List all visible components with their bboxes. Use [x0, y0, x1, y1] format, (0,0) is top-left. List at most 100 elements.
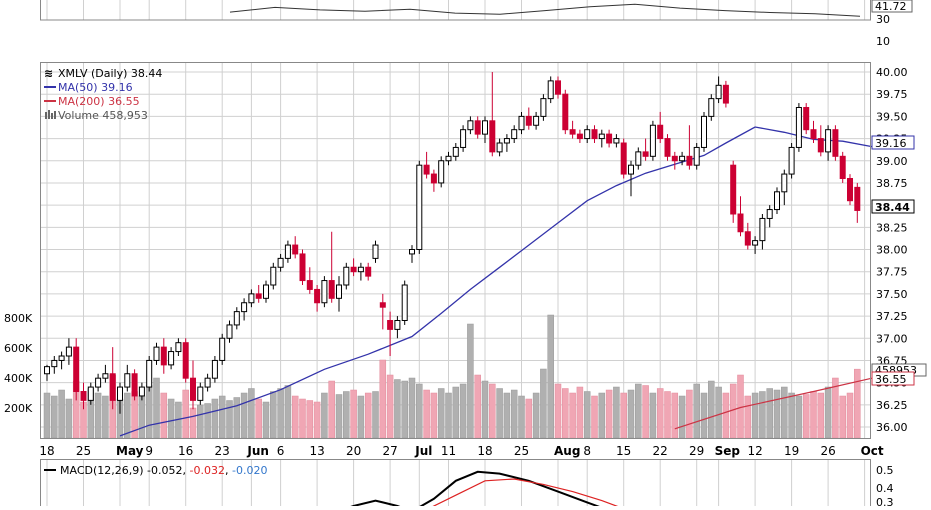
candle [357, 262, 364, 281]
candle-body [211, 359, 218, 379]
candle [438, 156, 445, 188]
candle-body [693, 146, 700, 166]
candle [248, 289, 255, 308]
candle-body [175, 342, 182, 353]
candle-body [562, 93, 569, 131]
candle-body [65, 346, 72, 357]
volume-bar [255, 398, 262, 439]
candle [591, 125, 598, 143]
candle-body [803, 107, 810, 131]
candle-body [708, 98, 715, 117]
candle [372, 240, 379, 263]
candle-body [540, 98, 547, 117]
candle-body [774, 191, 780, 211]
candle [175, 338, 182, 356]
candle [306, 267, 313, 294]
volume-bar [313, 401, 321, 439]
candle-body [153, 346, 160, 361]
candle [95, 373, 102, 392]
candle [810, 120, 817, 143]
volume-bar [291, 395, 299, 439]
candle-body [343, 266, 350, 286]
volume-bar [328, 380, 335, 439]
ma200-value-badge-text: 36.55 [875, 373, 907, 386]
candle-body [686, 155, 693, 166]
candle-body [628, 164, 634, 175]
volume-bar [591, 395, 598, 439]
candle [233, 307, 240, 330]
volume-bar [715, 386, 722, 439]
volume-bar [562, 388, 569, 439]
volume-bar [452, 386, 460, 439]
volume-bar [240, 392, 248, 439]
volume-ytick-label: 400K [4, 372, 33, 385]
candle-body [168, 351, 175, 366]
volume-bar [350, 389, 357, 439]
volume-bar [627, 389, 635, 439]
candle [635, 147, 642, 170]
volume-bar [437, 388, 445, 439]
volume-bar [503, 392, 511, 439]
candle-body [124, 373, 131, 388]
x-axis-label: 20 [346, 444, 361, 458]
x-axis-label: 6 [277, 444, 285, 458]
ma50-value-badge [871, 135, 915, 150]
volume-bar [656, 388, 664, 439]
candle [321, 276, 328, 308]
candle-body [598, 133, 605, 140]
candle-body [394, 320, 401, 330]
volume-bar [357, 395, 365, 439]
x-axis-label: 25 [514, 444, 529, 458]
candle-body [146, 359, 153, 388]
ma50-line [119, 126, 873, 437]
volume-bar [65, 398, 73, 439]
candle [299, 249, 306, 285]
candle [409, 245, 415, 263]
candle-body [58, 355, 65, 361]
volume-bar [613, 386, 620, 439]
candle [102, 364, 109, 383]
volume-bar [306, 400, 314, 439]
candle-body [438, 160, 445, 184]
candle-body [576, 133, 583, 140]
candle [44, 364, 50, 381]
candle [671, 151, 678, 170]
candle-body [474, 120, 481, 135]
candle [160, 338, 167, 374]
volume-bar [489, 383, 496, 439]
candle-body [95, 377, 102, 388]
volume-bar [569, 392, 576, 439]
candle-body [649, 124, 656, 157]
volume-ytick-label: 600K [4, 342, 33, 355]
volume-bar [160, 392, 168, 439]
macd-panel: MACD(12,26,9) -0.052, -0.032, -0.020 0.5… [40, 459, 894, 510]
candle [730, 160, 737, 223]
candle-body [825, 129, 832, 153]
volume-bar [854, 368, 861, 439]
price-ytick-label: 39.50 [876, 110, 908, 123]
candle [664, 134, 671, 161]
candle-body [416, 164, 423, 250]
rsi-value-badge [871, 0, 913, 13]
macd-line [338, 470, 611, 510]
volume-ytick-label: 800K [4, 312, 33, 325]
x-axis-label: 19 [784, 444, 799, 458]
last-price-badge-text: 38.44 [875, 201, 910, 214]
rsi-value-badge-text: 41.72 [875, 0, 907, 13]
candle-body [839, 155, 846, 179]
volume-bar [605, 389, 613, 439]
volume-bar [642, 385, 649, 439]
candle [759, 214, 766, 250]
volume-bar [343, 391, 350, 439]
price-ytick-label: 36.00 [876, 421, 908, 434]
x-axis-label: 23 [215, 444, 230, 458]
volume-bar [481, 380, 489, 439]
candle-body [321, 280, 328, 304]
candle [686, 125, 693, 170]
rsi-panel: 30 10 41.72 [40, 0, 913, 48]
x-axis-label: 29 [689, 444, 704, 458]
candle [350, 258, 357, 277]
candle [482, 116, 488, 143]
